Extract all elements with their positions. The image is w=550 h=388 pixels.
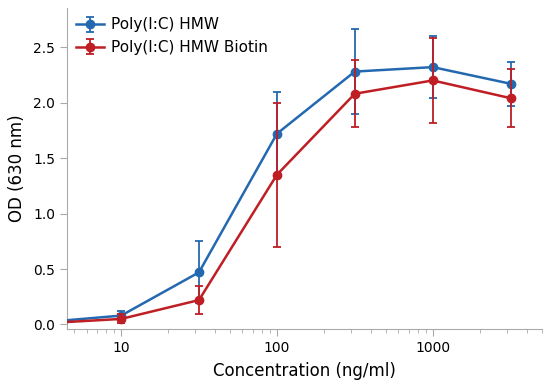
X-axis label: Concentration (ng/ml): Concentration (ng/ml) bbox=[213, 362, 396, 380]
Legend: Poly(I:C) HMW, Poly(I:C) HMW Biotin: Poly(I:C) HMW, Poly(I:C) HMW Biotin bbox=[72, 13, 273, 60]
Y-axis label: OD (630 nm): OD (630 nm) bbox=[8, 115, 26, 222]
